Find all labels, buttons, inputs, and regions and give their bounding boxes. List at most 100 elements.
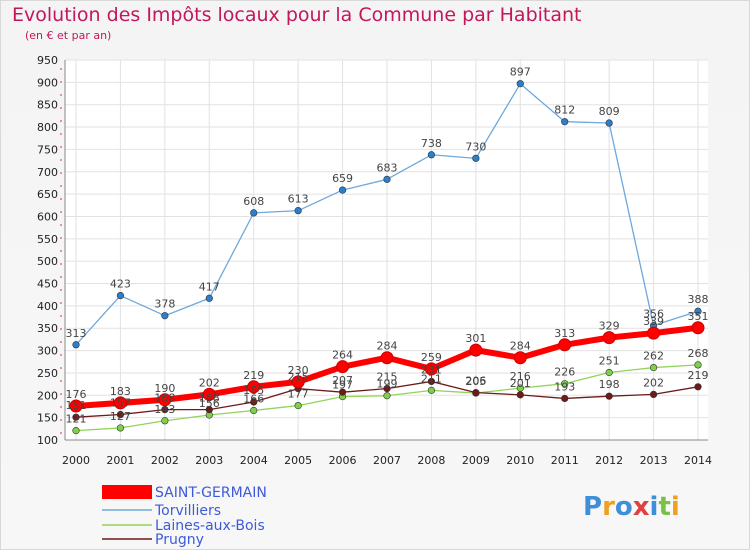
x-tick-label: 2001: [106, 454, 134, 467]
legend-label: Torvilliers: [154, 503, 221, 519]
data-point: [691, 321, 705, 335]
data-point: [694, 383, 702, 391]
data-label: 659: [332, 172, 353, 185]
data-point: [69, 399, 83, 413]
data-label: 215: [288, 371, 309, 384]
legend-label: SAINT-GERMAIN: [155, 485, 267, 501]
data-point: [202, 387, 216, 401]
data-label: 423: [110, 278, 131, 291]
data-point: [694, 361, 702, 369]
data-label: 201: [510, 377, 531, 390]
data-label: 206: [465, 375, 486, 388]
y-tick-label: 850: [37, 99, 58, 112]
series-lines: [69, 80, 705, 435]
x-tick-label: 2004: [240, 454, 268, 467]
y-tick-label: 250: [37, 367, 58, 380]
x-tick-label: 2003: [195, 454, 223, 467]
data-label: 313: [66, 327, 87, 340]
data-label: 202: [199, 376, 220, 389]
y-tick-label: 700: [37, 166, 58, 179]
data-point: [116, 410, 125, 419]
data-label: 613: [288, 193, 309, 206]
data-point: [427, 386, 436, 394]
legend: SAINT-GERMAIN TorvilliersLaines-aux-BoisP…: [102, 485, 267, 548]
data-label: 207: [332, 374, 353, 387]
y-tick-label: 550: [37, 233, 58, 246]
data-label: 301: [465, 332, 486, 345]
data-label: 198: [599, 378, 620, 391]
data-point: [116, 424, 125, 432]
data-label: 121: [66, 413, 87, 426]
data-label: 199: [377, 378, 398, 391]
data-point: [472, 154, 480, 162]
data-point: [72, 341, 80, 349]
data-label: 202: [643, 376, 664, 389]
data-point: [294, 207, 302, 215]
data-point: [472, 389, 480, 397]
data-label: 190: [154, 382, 175, 395]
data-label: 205: [465, 375, 486, 388]
data-label: 183: [110, 385, 131, 398]
data-point: [516, 391, 524, 399]
x-tick-label: 2006: [329, 454, 357, 467]
data-label: 329: [599, 320, 620, 333]
legend-swatch: [102, 485, 152, 499]
data-point: [161, 312, 169, 320]
data-point: [649, 363, 658, 372]
data-point: [116, 292, 125, 300]
chart-title: Evolution des Impôts locaux pour la Comm…: [12, 4, 582, 26]
data-label: 211: [421, 372, 442, 385]
y-axis: 100 150 200 250 300 350 400 450 500 550 600 650 700 7…: [37, 54, 66, 447]
data-label: 378: [154, 298, 175, 311]
data-label: 226: [554, 366, 575, 379]
data-point: [605, 368, 613, 377]
data-point: [649, 390, 658, 399]
data-label: 264: [332, 349, 353, 362]
data-point: [161, 406, 169, 414]
x-tick-label: 2005: [284, 454, 312, 467]
data-labels: 313 423 378 417 608 613 659 683 738 730 897 812 809 3…: [66, 66, 709, 426]
data-label: 166: [243, 392, 264, 405]
y-tick-label: 600: [37, 210, 58, 223]
data-label: 157: [110, 397, 131, 410]
data-point: [161, 417, 169, 425]
data-label: 809: [599, 105, 620, 118]
data-point: [513, 351, 527, 365]
data-point: [516, 80, 524, 88]
x-tick-label: 2007: [373, 454, 401, 467]
y-tick-label: 950: [37, 54, 58, 67]
data-label: 259: [421, 351, 442, 364]
data-label: 339: [643, 315, 664, 328]
y-tick-label: 200: [37, 389, 58, 402]
data-point: [469, 343, 483, 357]
data-label: 738: [421, 137, 442, 150]
data-point: [424, 362, 438, 376]
data-point: [294, 401, 302, 410]
data-point: [250, 209, 258, 217]
data-point: [205, 294, 213, 302]
data-label: 127: [110, 410, 131, 423]
x-tick-label: 2000: [62, 454, 90, 467]
data-label: 231: [421, 363, 442, 376]
data-label: 812: [554, 104, 575, 117]
data-point: [561, 118, 569, 126]
logo-text: Proxiti: [583, 492, 680, 522]
data-label: 168: [154, 392, 175, 405]
data-label: 730: [465, 140, 486, 153]
data-point: [694, 307, 702, 315]
data-label: 197: [332, 379, 353, 392]
data-label: 143: [154, 403, 175, 416]
data-label: 351: [688, 310, 709, 323]
data-point: [338, 186, 347, 194]
x-tick-label: 2014: [684, 454, 712, 467]
x-tick-label: 2012: [595, 454, 623, 467]
data-point: [605, 392, 613, 400]
y-tick-label: 100: [37, 434, 58, 447]
data-label: 193: [554, 380, 575, 393]
data-label: 356: [643, 308, 664, 321]
x-tick-label: 2013: [640, 454, 668, 467]
data-label: 177: [288, 388, 309, 401]
data-label: 216: [510, 370, 531, 383]
data-point: [158, 393, 172, 407]
